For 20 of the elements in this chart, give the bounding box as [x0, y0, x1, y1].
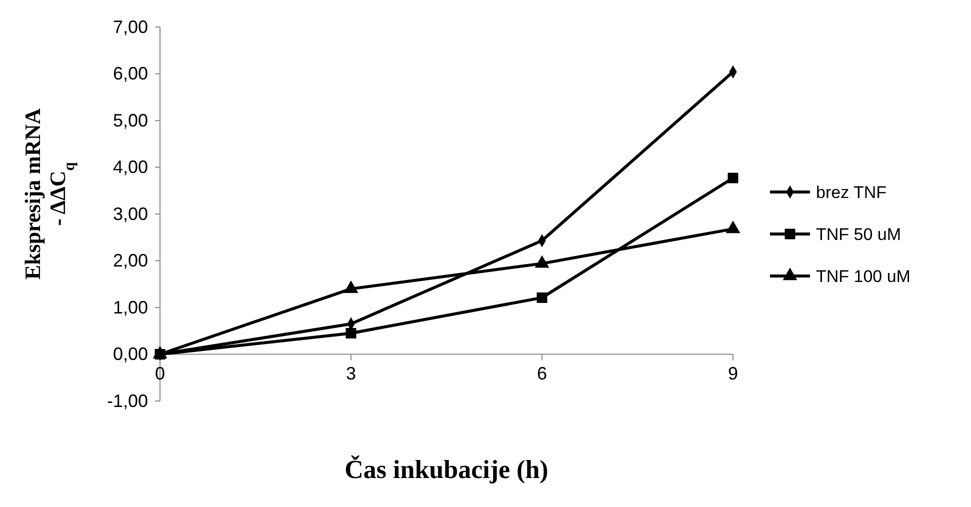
y-tick-label: 6,00	[112, 64, 148, 84]
y-tick-label: 0,00	[112, 344, 148, 364]
y-tick-label: 4,00	[112, 157, 148, 178]
x-tick-label: 3	[346, 363, 356, 384]
legend-label: brez TNF	[816, 182, 887, 202]
point	[536, 292, 548, 303]
y-tick-label: 7,00	[112, 16, 148, 37]
y-tick-label: 1,00	[112, 297, 148, 318]
legend-label: TNF 100 uM	[816, 266, 910, 286]
x-axis-title: Čas inkubacije (h)	[344, 455, 548, 484]
y-tick-label: -1,00	[106, 390, 148, 411]
legend-label: TNF 50 uM	[816, 224, 902, 244]
y-tick-label: 5,00	[112, 110, 148, 130]
x-tick-label: 9	[728, 363, 738, 384]
y-tick-label: 2,00	[112, 250, 148, 271]
point	[346, 328, 356, 338]
y-tick-label: 3,00	[112, 204, 148, 224]
x-tick-label: 0	[154, 363, 166, 384]
x-tick-label: 6	[536, 363, 548, 384]
point	[728, 172, 738, 184]
